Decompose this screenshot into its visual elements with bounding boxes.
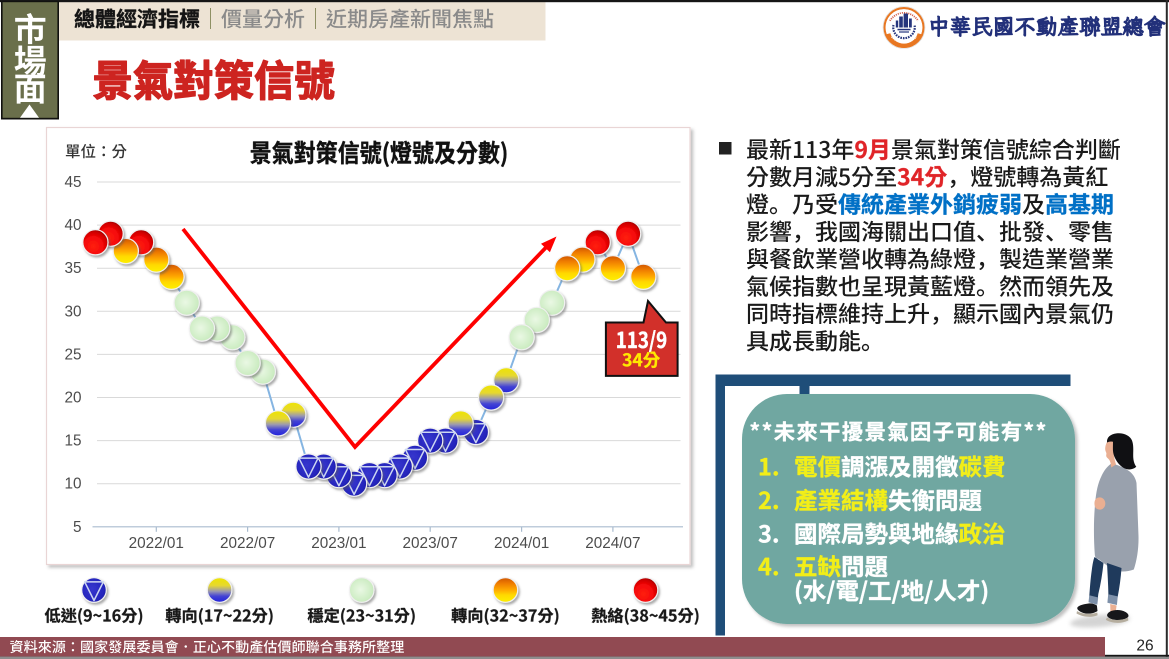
svg-text:2022/07: 2022/07 [220,535,275,552]
svg-text:2024/01: 2024/01 [494,535,549,552]
svg-text:25: 25 [64,346,81,363]
svg-text:20: 20 [64,390,81,407]
svg-text:2023/01: 2023/01 [311,535,366,552]
svg-text:2023/07: 2023/07 [403,535,458,552]
svg-text:30: 30 [64,303,81,320]
svg-text:45: 45 [64,174,81,191]
svg-text:35: 35 [64,260,81,277]
svg-text:5: 5 [73,519,82,536]
svg-text:2022/01: 2022/01 [129,535,184,552]
svg-text:40: 40 [64,217,81,234]
svg-text:2024/07: 2024/07 [585,535,640,552]
svg-text:26: 26 [1136,638,1153,655]
svg-text:10: 10 [64,476,81,493]
svg-text:15: 15 [64,433,81,450]
